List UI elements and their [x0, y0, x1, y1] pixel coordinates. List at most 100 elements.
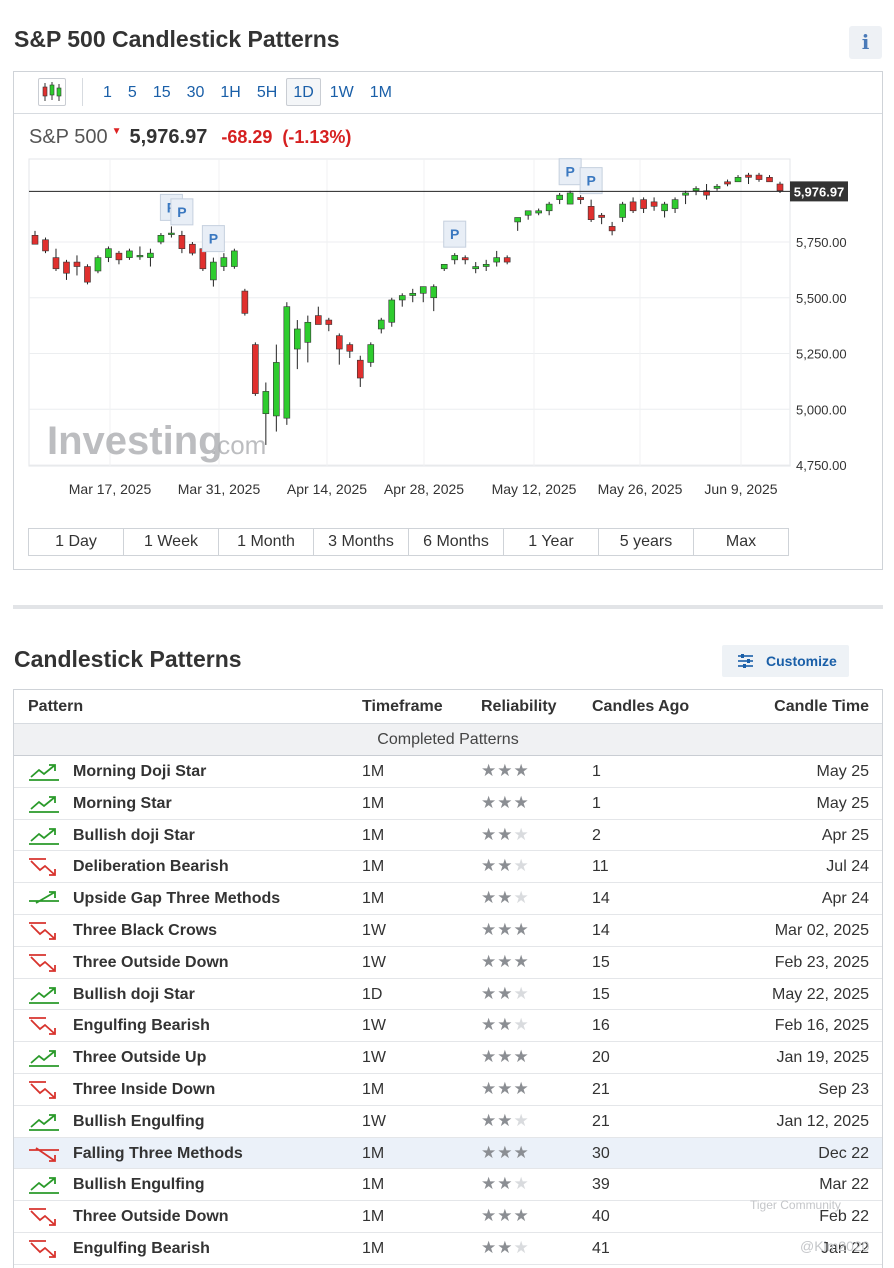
y-tick-label: 5,250.00	[796, 347, 847, 362]
interval-1d[interactable]: 1D	[286, 78, 321, 106]
table-row[interactable]: Morning Star 1M ★★★ 1 May 25	[14, 788, 882, 820]
pattern-name[interactable]: Falling Three Methods	[73, 1144, 243, 1162]
info-icon[interactable]: i	[849, 26, 882, 59]
pattern-name[interactable]: Three Black Crows	[73, 921, 218, 939]
star-icon: ★	[481, 983, 498, 1003]
interval-1w[interactable]: 1W	[329, 84, 354, 101]
table-row[interactable]: Bullish doji Star 1D ★★★ 15 May 22, 2025	[14, 979, 882, 1011]
pattern-name[interactable]: Morning Star	[73, 794, 172, 812]
candle-down	[577, 197, 584, 200]
reliability-stars: ★★★	[481, 888, 530, 908]
candle-time-cell: Feb 23, 2025	[774, 953, 869, 971]
pattern-name[interactable]: Bullish Engulfing	[73, 1176, 205, 1194]
customize-button[interactable]: Customize	[722, 645, 849, 677]
pattern-name[interactable]: Bullish doji Star	[73, 826, 195, 844]
col-candle-time[interactable]: Candle Time	[774, 698, 869, 715]
candle-up	[283, 306, 291, 419]
star-icon: ★	[481, 1142, 498, 1162]
table-row[interactable]: Bullish Engulfing 1M ★★★ 39 Mar 22	[14, 1169, 882, 1202]
pattern-name[interactable]: Engulfing Bearish	[73, 1017, 210, 1035]
table-row[interactable]: Falling Three Methods 1M ★★★ 30 Dec 22	[14, 1137, 882, 1170]
interval-1m[interactable]: 1M	[369, 84, 392, 101]
table-row[interactable]: Upside Gap Three Methods 1M ★★★ 14 Apr 24	[14, 883, 882, 915]
table-row[interactable]: Three Outside Down 1M ★★★ 40 Feb 22	[14, 1201, 882, 1233]
trend-down-icon	[28, 1080, 60, 1105]
trend-up-icon	[28, 889, 60, 914]
timeframe-cell: 1M	[362, 890, 385, 908]
pattern-name[interactable]: Bullish doji Star	[73, 985, 195, 1003]
pattern-name[interactable]: Three Outside Down	[73, 953, 229, 971]
table-row[interactable]: Deliberation Bearish 1M ★★★ 11 Jul 24	[14, 851, 882, 884]
col-pattern[interactable]: Pattern	[28, 698, 84, 715]
reliability-stars: ★★★	[481, 1238, 530, 1258]
candles-ago-cell: 41	[592, 1239, 610, 1257]
candle-down	[84, 266, 91, 283]
star-icon: ★	[497, 856, 514, 876]
interval-1[interactable]: 1	[103, 84, 112, 101]
reliability-stars: ★★★	[481, 1111, 530, 1131]
interval-5h[interactable]: 5H	[256, 84, 278, 101]
range-6-months[interactable]: 6 Months	[409, 529, 504, 555]
star-icon: ★	[481, 1206, 498, 1226]
pattern-name[interactable]: Three Inside Down	[73, 1080, 216, 1098]
chart-toolbar: 1 5 15 30 1H 5H 1D 1W 1M	[14, 72, 882, 114]
candle-up	[262, 391, 270, 415]
reliability-stars: ★★★	[481, 1206, 530, 1226]
table-row[interactable]: Three Black Crows 1W ★★★ 14 Mar 02, 2025	[14, 915, 882, 947]
table-row[interactable]: Three Outside Down 1W ★★★ 15 Feb 23, 2025	[14, 947, 882, 979]
price-chart[interactable]: Investing.comPPPPPP5,976.975,750.005,500…	[14, 72, 882, 522]
range-max[interactable]: Max	[725, 533, 757, 550]
candle-down	[587, 206, 595, 221]
range-5-years[interactable]: 5 years	[599, 529, 694, 555]
table-row[interactable]: Bullish Engulfing 1W ★★★ 21 Jan 12, 2025	[14, 1106, 882, 1138]
timeframe-cell: 1M	[362, 763, 385, 780]
table-row[interactable]: Bullish doji Star 1M ★★★ 2 Apr 25	[14, 820, 882, 852]
range-1-month[interactable]: 1 Month	[219, 529, 314, 555]
range-1-week[interactable]: 1 Week	[124, 529, 219, 555]
table-row[interactable]: Three Outside Up 1W ★★★ 20 Jan 19, 2025	[14, 1042, 882, 1074]
interval-30[interactable]: 30	[186, 84, 205, 101]
table-row[interactable]: Engulfing Bearish 1W ★★★ 16 Feb 16, 2025	[14, 1010, 882, 1043]
pattern-name[interactable]: Deliberation Bearish	[73, 858, 229, 876]
x-tick-label: Jun 9, 2025	[704, 481, 777, 497]
range-1-day[interactable]: 1 Day	[29, 529, 124, 555]
candle-time-cell: May 25	[816, 763, 869, 780]
pattern-name[interactable]: Bullish Engulfing	[73, 1112, 205, 1130]
candle-up	[304, 321, 312, 343]
star-icon: ★	[513, 1237, 530, 1257]
range-1-year[interactable]: 1 Year	[504, 529, 599, 555]
candle-down	[724, 181, 731, 185]
pattern-name[interactable]: Morning Doji Star	[73, 763, 207, 780]
candle-up	[409, 292, 417, 296]
candle-time-cell: Feb 22	[819, 1208, 869, 1226]
interval-5[interactable]: 5	[127, 84, 137, 101]
price-change-percent: (-1.13%)	[282, 127, 352, 147]
star-icon: ★	[481, 919, 498, 939]
candles-ago-cell: 1	[592, 763, 601, 780]
col-candles-ago[interactable]: Candles Ago	[592, 698, 690, 715]
candles-ago-cell: 20	[592, 1049, 610, 1067]
range-3-months[interactable]: 3 Months	[314, 529, 409, 555]
pattern-name[interactable]: Three Outside Down	[73, 1208, 229, 1226]
col-reliability[interactable]: Reliability	[481, 698, 557, 715]
reliability-stars: ★★★	[481, 1079, 530, 1099]
col-timeframe[interactable]: Timeframe	[362, 698, 443, 715]
table-row[interactable]: Morning Doji Star 1M ★★★ 1 May 25	[14, 756, 882, 788]
pattern-name[interactable]: Engulfing Bearish	[73, 1239, 210, 1257]
pattern-name[interactable]: Three Outside Up	[73, 1049, 207, 1067]
pattern-name[interactable]: Upside Gap Three Methods	[73, 890, 281, 908]
star-icon: ★	[497, 888, 514, 908]
trend-down-icon	[28, 1239, 60, 1264]
candle-up	[220, 257, 228, 267]
interval-15[interactable]: 15	[152, 84, 171, 101]
table-row[interactable]: Three Inside Down 1M ★★★ 21 Sep 23	[14, 1074, 882, 1106]
candle-up	[210, 261, 217, 281]
pattern-marker	[170, 198, 194, 226]
interval-1h[interactable]: 1H	[220, 84, 241, 101]
table-row[interactable]: Engulfing Bearish 1M ★★★ 41 Jan 22	[14, 1233, 882, 1265]
candle-up	[451, 255, 459, 261]
candlestick-icon[interactable]	[38, 78, 66, 106]
star-icon: ★	[497, 951, 514, 971]
candle-down	[629, 201, 637, 212]
page-title: S&P 500 Candlestick Patterns	[14, 26, 340, 52]
